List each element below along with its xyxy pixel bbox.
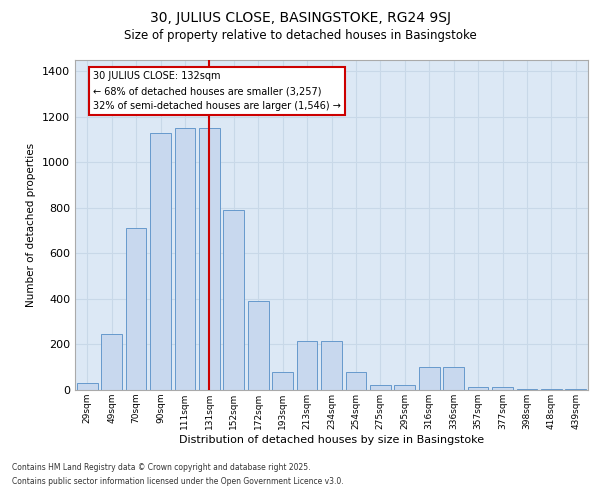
Bar — [541, 389, 562, 390]
Bar — [492, 386, 513, 390]
Text: Contains public sector information licensed under the Open Government Licence v3: Contains public sector information licen… — [12, 477, 344, 486]
Bar — [77, 383, 98, 390]
Bar — [419, 367, 440, 390]
Text: 30 JULIUS CLOSE: 132sqm
← 68% of detached houses are smaller (3,257)
32% of semi: 30 JULIUS CLOSE: 132sqm ← 68% of detache… — [94, 72, 341, 111]
Bar — [150, 133, 171, 390]
Bar — [101, 334, 122, 390]
Bar — [125, 228, 146, 390]
Y-axis label: Number of detached properties: Number of detached properties — [26, 143, 37, 307]
Bar — [517, 389, 538, 390]
Bar — [272, 372, 293, 390]
Bar — [321, 341, 342, 390]
Text: 30, JULIUS CLOSE, BASINGSTOKE, RG24 9SJ: 30, JULIUS CLOSE, BASINGSTOKE, RG24 9SJ — [149, 11, 451, 25]
Bar — [394, 386, 415, 390]
Bar — [565, 389, 586, 390]
Text: Contains HM Land Registry data © Crown copyright and database right 2025.: Contains HM Land Registry data © Crown c… — [12, 464, 311, 472]
Bar — [175, 128, 196, 390]
Bar — [223, 210, 244, 390]
Bar — [248, 301, 269, 390]
Bar — [296, 341, 317, 390]
Bar — [443, 367, 464, 390]
Text: Size of property relative to detached houses in Basingstoke: Size of property relative to detached ho… — [124, 29, 476, 42]
Bar — [467, 386, 488, 390]
Bar — [346, 372, 367, 390]
Bar — [199, 128, 220, 390]
X-axis label: Distribution of detached houses by size in Basingstoke: Distribution of detached houses by size … — [179, 434, 484, 444]
Bar — [370, 386, 391, 390]
